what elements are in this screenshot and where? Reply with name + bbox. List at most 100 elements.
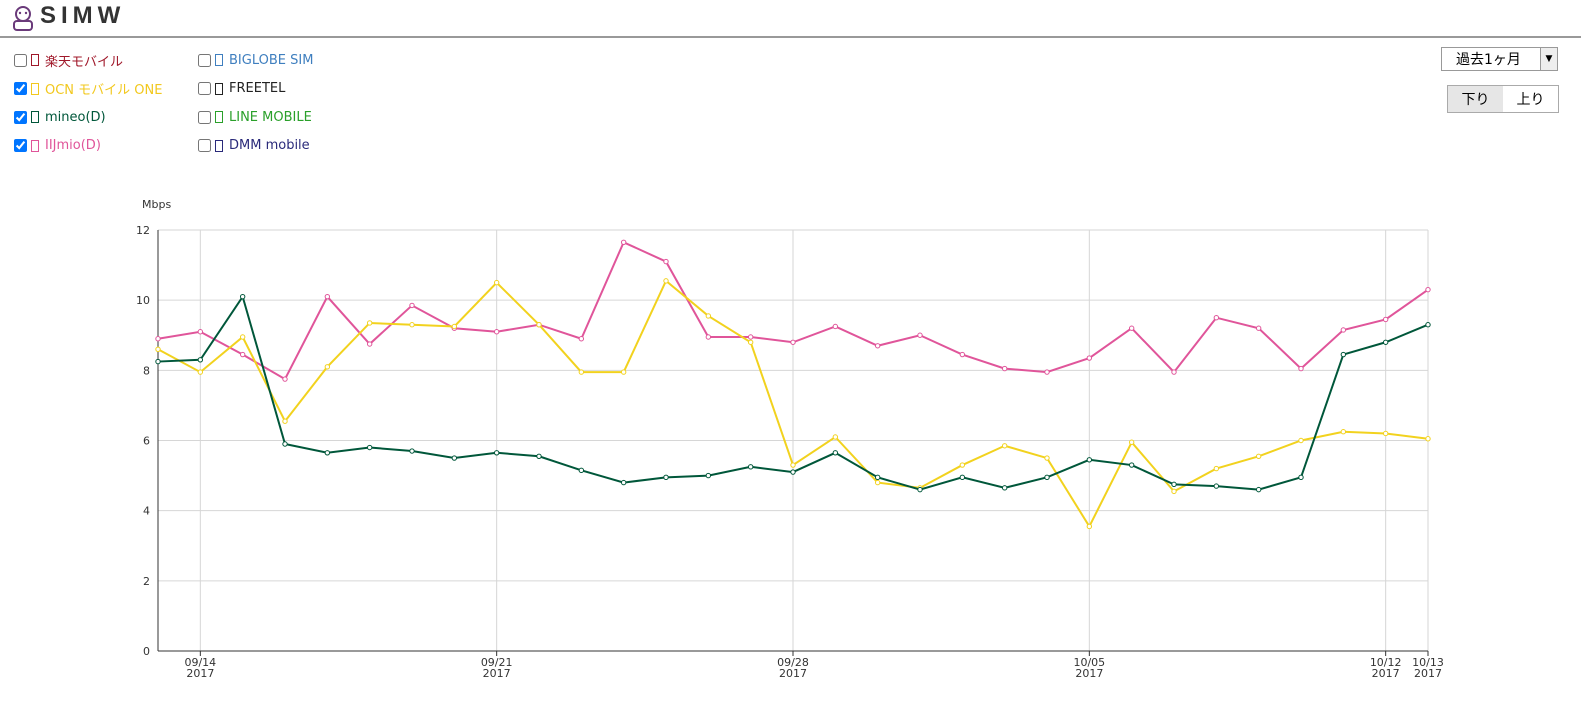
legend-checkbox[interactable] <box>198 53 211 67</box>
y-tick-label: 6 <box>143 435 150 448</box>
legend-checkbox[interactable] <box>14 53 27 67</box>
data-point <box>282 441 288 447</box>
data-point <box>282 418 288 424</box>
data-point <box>1213 483 1220 489</box>
data-point <box>239 351 246 358</box>
legend-item: BIGLOBE SIM <box>198 50 313 70</box>
legend-icon <box>31 54 39 66</box>
direction-button[interactable]: 上り <box>1516 92 1545 108</box>
data-point <box>493 279 500 286</box>
x-tick-label-line: 2017 <box>1414 667 1442 680</box>
legend-checkbox[interactable] <box>14 139 27 152</box>
x-tick-label-line: 2017 <box>1372 667 1400 680</box>
data-point <box>366 341 373 347</box>
legend-label: LINE MOBILE <box>229 109 312 125</box>
data-point <box>832 450 839 456</box>
legend-item: 楽天モバイル <box>14 50 123 70</box>
x-tick-label-line: 09/14 <box>184 656 216 669</box>
legend-checkbox[interactable] <box>198 82 211 95</box>
data-point <box>663 474 669 481</box>
x-tick-label-line: 10/12 <box>1370 656 1402 669</box>
data-point <box>578 336 585 342</box>
data-point <box>1044 455 1050 461</box>
data-point <box>959 351 966 358</box>
data-point <box>1425 436 1431 442</box>
y-tick-label: 2 <box>143 575 150 588</box>
data-point <box>1213 315 1220 321</box>
data-point <box>536 322 542 328</box>
data-point <box>959 474 966 481</box>
data-point <box>1213 465 1220 472</box>
data-point <box>1128 439 1135 445</box>
data-point <box>959 462 966 468</box>
x-tick-label: 10/13 2017 <box>1412 656 1444 680</box>
x-tick-label: 09/14 2017 <box>184 656 216 680</box>
data-point <box>324 450 331 456</box>
period-select[interactable]: 過去1ヶ月 ▼ <box>1441 47 1558 71</box>
data-point <box>239 334 246 340</box>
data-point <box>705 334 712 340</box>
data-point <box>1255 325 1262 331</box>
data-point <box>705 313 712 319</box>
x-tick-label-line: 2017 <box>1075 667 1103 680</box>
y-tick-label: 4 <box>143 505 150 518</box>
data-point <box>578 467 585 474</box>
legend-label: BIGLOBE SIM <box>229 52 314 68</box>
y-tick-label: 8 <box>143 364 150 377</box>
data-point <box>155 336 161 342</box>
legend-icon <box>215 82 223 95</box>
x-tick-label-line: 2017 <box>186 667 214 680</box>
legend-checkbox[interactable] <box>198 110 211 124</box>
data-point <box>663 258 669 265</box>
logo-icon <box>13 6 33 31</box>
legend-item: FREETEL <box>198 79 285 99</box>
legend-icon <box>31 111 39 123</box>
legend-checkbox[interactable] <box>198 139 211 152</box>
data-point <box>790 469 796 475</box>
data-point <box>1086 355 1093 361</box>
legend-item: LINE MOBILE <box>198 107 312 127</box>
data-point <box>324 364 331 370</box>
data-point <box>324 293 331 300</box>
data-point <box>1086 457 1093 463</box>
x-tick-label: 09/28 2017 <box>777 656 809 680</box>
logo[interactable]: SIMW <box>40 2 126 29</box>
data-point <box>1340 327 1347 333</box>
data-point <box>663 278 669 284</box>
x-tick-label-line: 2017 <box>779 667 807 680</box>
data-point <box>1425 322 1431 328</box>
data-point <box>493 450 500 456</box>
data-point <box>155 358 161 365</box>
data-point <box>578 369 585 375</box>
legend-icon <box>31 139 39 152</box>
data-point <box>197 369 204 375</box>
direction-button[interactable]: 下り <box>1448 86 1503 112</box>
data-point <box>832 434 839 440</box>
data-point <box>1255 453 1262 459</box>
legend-item: OCN モバイル ONE <box>14 79 162 99</box>
data-point <box>747 464 754 470</box>
legend-label: IIJmio(D) <box>45 138 101 153</box>
legend-checkbox[interactable] <box>14 110 27 124</box>
data-point <box>1044 474 1050 481</box>
x-tick-label: 10/12 2017 <box>1370 656 1402 680</box>
legend-label: mineo(D) <box>45 109 106 125</box>
data-point <box>409 322 415 328</box>
data-point <box>451 455 458 461</box>
legend-label: DMM mobile <box>229 138 310 153</box>
data-point <box>1382 316 1389 323</box>
data-point <box>366 444 373 451</box>
data-point <box>1340 429 1347 435</box>
data-point <box>197 329 204 335</box>
data-point <box>917 332 923 338</box>
data-point <box>1001 365 1008 372</box>
direction-toggle: 下り 上り <box>1447 85 1559 113</box>
legend-checkbox[interactable] <box>14 82 27 95</box>
data-point <box>1340 351 1347 358</box>
header: SIMW <box>0 0 1581 38</box>
data-point <box>874 474 881 481</box>
period-value: 過去1ヶ月 <box>1456 52 1521 68</box>
data-point <box>155 346 161 352</box>
